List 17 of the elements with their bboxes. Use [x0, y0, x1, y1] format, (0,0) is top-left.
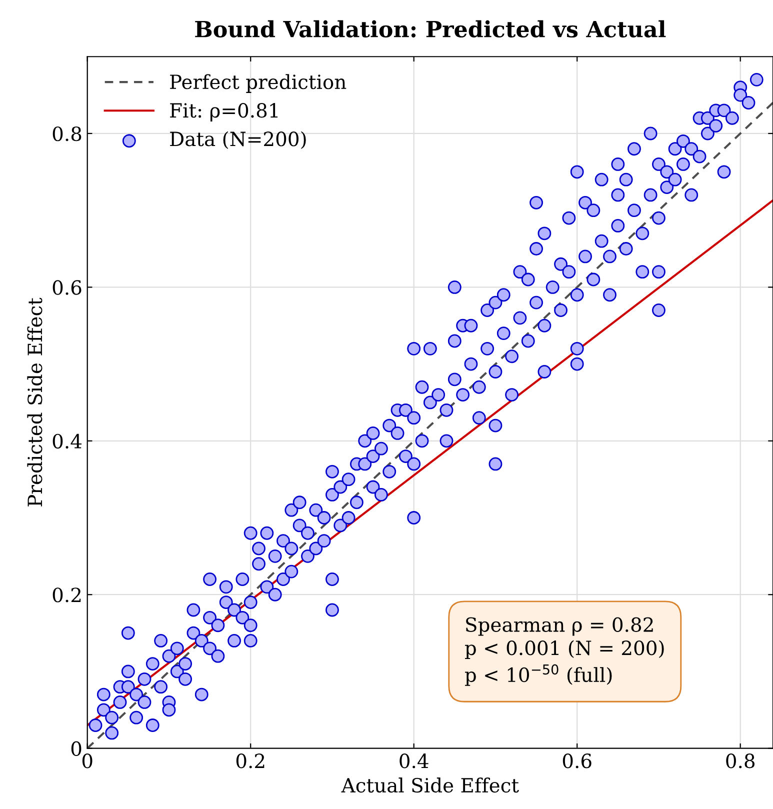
y-tick-label: 0.8: [52, 126, 82, 142]
x-tick-label: 0: [82, 754, 92, 768]
annotation: Spearman ρ = 0.82 p < 0.001 (N = 200) p < 10$^{−50}$ (full): [465, 617, 664, 686]
x-tick-label: 0.8: [726, 754, 755, 768]
y-tick-label: 0.2: [52, 588, 81, 602]
y-tick-label: 0: [71, 741, 82, 756]
x-tick-label: 0.2: [236, 754, 264, 768]
legend-label: Data (N=200): [170, 131, 306, 150]
legend-label: Fit: ρ=0.81: [170, 103, 278, 122]
chart-title: Bound Validation: Predicted vs Actual: [195, 20, 666, 38]
y-axis-title: Predicted Side Effect: [27, 298, 42, 506]
y-tick-label: 0.6: [52, 280, 82, 295]
legend-label: Perfect prediction: [170, 74, 346, 93]
x-tick-label: 0.6: [562, 754, 592, 768]
x-tick-label: 0.4: [400, 754, 428, 768]
y-tick-label: 0.4: [52, 434, 82, 449]
x-axis-title: Actual Side Effect: [341, 778, 519, 793]
